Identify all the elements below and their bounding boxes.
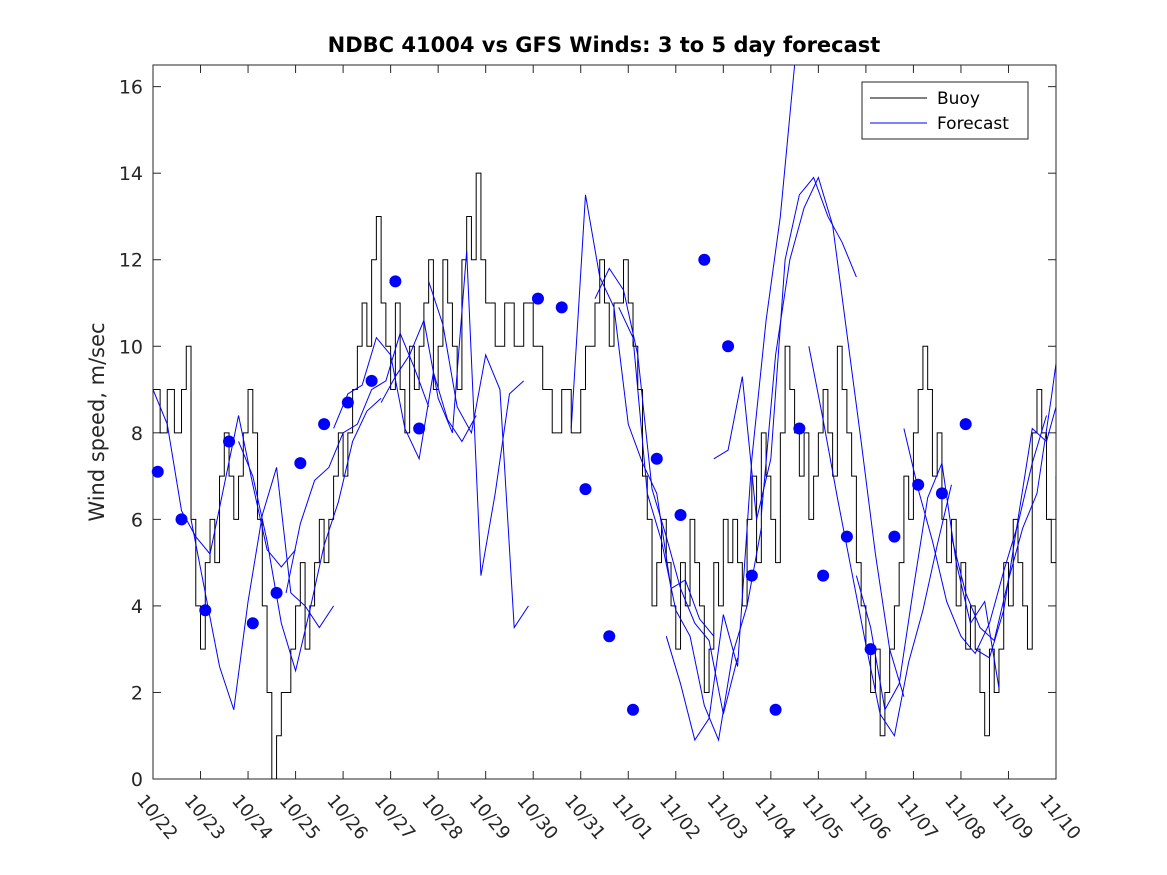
forecast-series-line-10 — [618, 307, 762, 742]
forecast-series-line-6 — [380, 251, 525, 576]
forecast-series-line-9 — [594, 267, 739, 715]
forecast-marker — [864, 643, 877, 656]
forecast-marker — [603, 630, 616, 643]
forecast-marker — [840, 530, 853, 543]
forecast-marker — [627, 703, 640, 716]
forecast-series-line-13 — [760, 176, 905, 697]
forecast-marker — [389, 275, 402, 288]
y-tick-label: 6 — [131, 509, 143, 531]
forecast-series-line-1 — [153, 389, 296, 568]
forecast-marker — [579, 483, 592, 496]
forecast-series-line-14 — [808, 346, 952, 738]
y-tick-label: 2 — [131, 682, 143, 704]
forecast-marker — [175, 513, 188, 526]
forecast-series-line-2 — [190, 467, 335, 710]
forecast-series-line-8 — [570, 194, 715, 637]
plot-area — [152, 64, 1057, 780]
y-tick-label: 8 — [131, 423, 143, 445]
legend-label-2: Forecast — [937, 114, 1009, 134]
legend-label-1: Buoy — [937, 89, 980, 109]
forecast-marker — [318, 418, 331, 431]
forecast-marker — [294, 457, 307, 470]
forecast-marker — [270, 586, 283, 599]
y-tick-label: 4 — [131, 596, 143, 618]
forecast-series-line-3 — [238, 397, 382, 673]
forecast-series-line-11 — [665, 65, 796, 742]
y-tick-label: 10 — [119, 336, 143, 358]
y-tick-label: 16 — [119, 77, 143, 99]
forecast-series-line-16 — [903, 415, 1047, 655]
y-tick-label: 12 — [119, 250, 143, 272]
forecast-marker — [365, 374, 378, 387]
forecast-marker — [935, 487, 948, 500]
legend-box — [861, 81, 1029, 140]
forecast-marker — [413, 422, 426, 435]
forecast-marker — [745, 569, 758, 582]
forecast-marker — [246, 617, 259, 630]
forecast-marker — [912, 478, 925, 491]
y-axis-label: Wind speed, m/sec — [85, 322, 109, 521]
forecast-marker — [817, 569, 830, 582]
forecast-marker — [223, 435, 236, 448]
forecast-marker — [769, 703, 782, 716]
forecast-marker — [341, 396, 354, 409]
chart-title: NDBC 41004 vs GFS Winds: 3 to 5 day fore… — [328, 33, 881, 57]
forecast-marker — [531, 292, 544, 305]
forecast-marker — [793, 422, 806, 435]
forecast-marker — [888, 530, 901, 543]
forecast-marker — [650, 452, 663, 465]
forecast-marker — [674, 509, 687, 522]
forecast-marker — [199, 604, 212, 617]
forecast-series-line-7 — [428, 281, 529, 630]
y-tick-label: 14 — [119, 163, 143, 185]
forecast-series-line-4 — [285, 331, 430, 594]
y-tick-label: 0 — [131, 769, 143, 791]
forecast-marker — [722, 340, 735, 353]
forecast-marker — [555, 301, 568, 314]
forecast-marker — [959, 418, 972, 431]
forecast-marker — [698, 253, 711, 266]
forecast-series-line-18 — [974, 406, 1056, 659]
forecast-marker — [151, 465, 164, 478]
buoy-series-line — [153, 172, 1056, 779]
